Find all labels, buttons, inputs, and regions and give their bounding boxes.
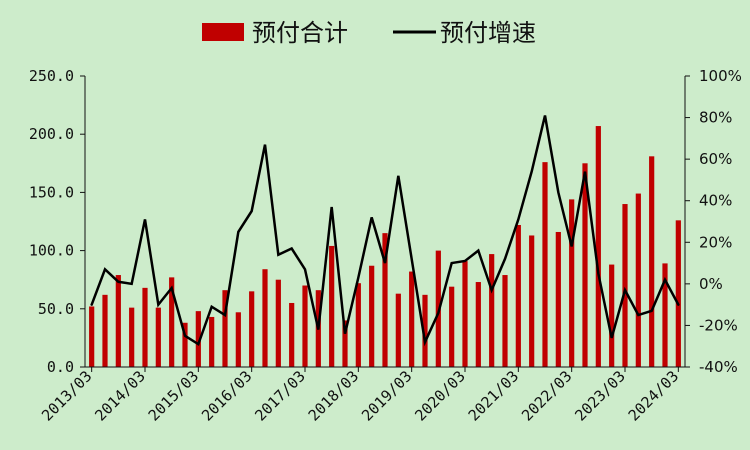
bar-2018Q2 — [369, 265, 375, 367]
bar-2019Q4 — [449, 286, 455, 367]
x-tick-label: 2023/03 — [571, 367, 628, 424]
legend-bar-label: 预付合计 — [252, 19, 348, 47]
bar-2017Q1 — [302, 285, 308, 367]
bar-2016Q4 — [289, 302, 295, 367]
x-tick-label: 2015/03 — [145, 367, 202, 424]
bar-2023Q3 — [649, 156, 655, 367]
bar-2023Q4 — [662, 263, 668, 367]
bar-2013Q2 — [102, 294, 108, 367]
bar-2022Q3 — [595, 126, 601, 367]
bar-2022Q2 — [582, 163, 588, 367]
right-y-tick-label: -40% — [699, 358, 738, 376]
legend: 预付合计 预付增速 — [202, 19, 536, 47]
legend-bar-swatch — [202, 23, 244, 41]
left-y-tick-label: 200.0 — [29, 125, 74, 143]
right-y-ticks: 100% 80% 60% 40% 20% 0% -20% -40% — [685, 67, 742, 376]
bar-2020Q3 — [489, 254, 495, 367]
legend-line-label: 预付增速 — [440, 19, 536, 47]
bar-2016Q3 — [275, 279, 281, 367]
right-y-tick-label: 40% — [699, 192, 732, 210]
x-tick-label: 2018/03 — [305, 367, 362, 424]
x-tick-label: 2017/03 — [251, 367, 308, 424]
bar-2017Q4 — [342, 320, 348, 367]
bar-2018Q3 — [382, 233, 388, 367]
x-tick-label: 2016/03 — [198, 367, 255, 424]
bar-2019Q2 — [422, 294, 428, 367]
bar-2015Q1 — [195, 311, 201, 367]
bar-2014Q1 — [142, 287, 148, 367]
left-y-tick-label: 250.0 — [29, 67, 74, 85]
bar-2024Q1 — [675, 220, 681, 367]
left-y-tick-label: 0.0 — [47, 358, 74, 376]
left-y-tick-label: 50.0 — [38, 300, 74, 318]
bar-2020Q2 — [475, 282, 481, 367]
bar-2021Q2 — [529, 235, 535, 367]
right-y-tick-label: 100% — [699, 67, 742, 85]
bar-2019Q1 — [409, 271, 415, 367]
bar-2018Q4 — [395, 293, 401, 367]
bar-2015Q3 — [222, 290, 228, 367]
bar-2022Q1 — [569, 199, 575, 367]
right-y-tick-label: 20% — [699, 233, 732, 251]
bar-2023Q2 — [635, 193, 641, 367]
bar-2020Q1 — [462, 261, 468, 367]
bar-2021Q1 — [515, 224, 521, 367]
left-y-tick-label: 100.0 — [29, 242, 74, 260]
bar-2013Q1 — [89, 306, 95, 367]
right-y-tick-label: 60% — [699, 150, 732, 168]
x-tick-label: 2021/03 — [465, 367, 522, 424]
bar-2016Q2 — [262, 269, 268, 367]
plot-area — [89, 115, 681, 367]
bar-2022Q4 — [609, 264, 615, 367]
left-y-ticks: 250.0 200.0 150.0 100.0 50.0 0.0 — [29, 67, 85, 376]
x-tick-label: 2020/03 — [411, 367, 468, 424]
bar-2014Q2 — [155, 307, 161, 367]
bar-2021Q3 — [542, 162, 548, 367]
bar-2013Q3 — [115, 275, 121, 367]
x-tick-label: 2024/03 — [625, 367, 682, 424]
bar-2017Q3 — [329, 245, 335, 367]
bar-2014Q3 — [169, 277, 175, 367]
x-tick-label: 2019/03 — [358, 367, 415, 424]
bar-2023Q1 — [622, 204, 628, 367]
growth-line-series — [90, 115, 680, 347]
bar-2020Q4 — [502, 275, 508, 367]
bar-series — [89, 126, 681, 367]
bar-2013Q4 — [129, 307, 135, 367]
bar-2014Q4 — [182, 322, 188, 367]
right-y-tick-label: -20% — [699, 316, 738, 334]
bar-2015Q2 — [209, 316, 215, 367]
bar-2021Q4 — [555, 231, 561, 367]
bar-2018Q1 — [355, 283, 361, 367]
x-tick-label: 2022/03 — [518, 367, 575, 424]
right-y-tick-label: 0% — [699, 275, 723, 293]
x-tick-label: 2014/03 — [91, 367, 148, 424]
x-axis-ticks: 2013/032014/032015/032016/032017/032018/… — [38, 367, 682, 425]
bar-2016Q1 — [249, 291, 255, 367]
left-y-tick-label: 150.0 — [29, 183, 74, 201]
right-y-tick-label: 80% — [699, 109, 732, 127]
bar-2015Q4 — [235, 312, 241, 367]
